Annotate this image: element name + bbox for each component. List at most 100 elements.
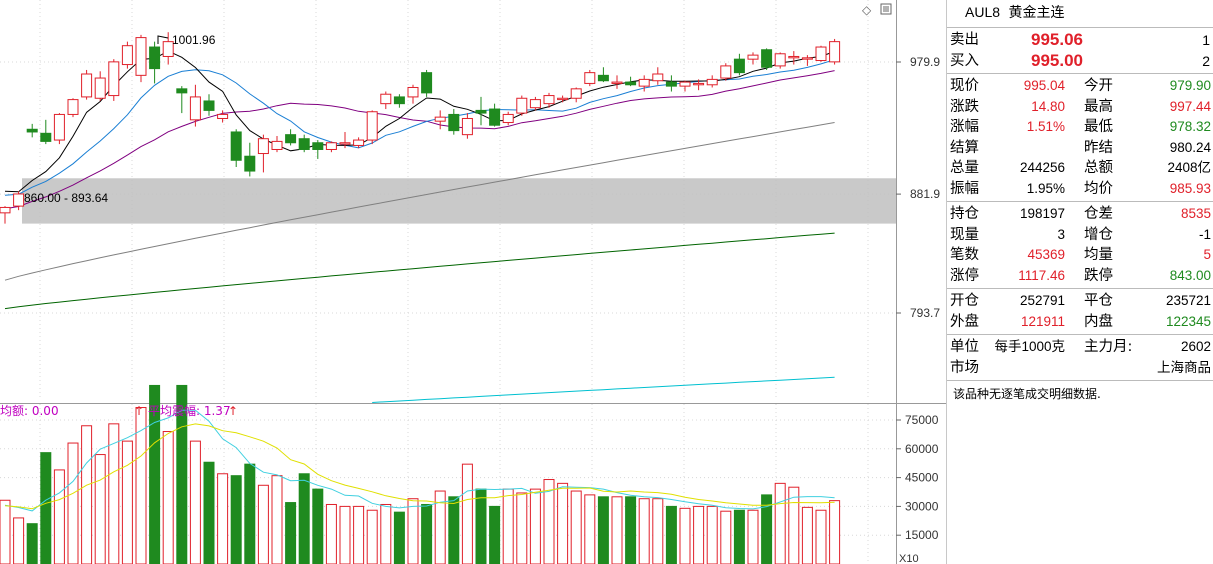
volume-bar[interactable]: [67, 442, 79, 564]
candle[interactable]: [584, 69, 596, 87]
candle[interactable]: [121, 41, 133, 69]
candle[interactable]: [693, 79, 705, 91]
volume-bar[interactable]: [217, 473, 229, 564]
candle[interactable]: [720, 63, 732, 81]
candle[interactable]: [393, 94, 405, 108]
volume-bar[interactable]: [720, 510, 732, 564]
candle[interactable]: [557, 95, 569, 103]
candle[interactable]: [679, 80, 691, 92]
candle[interactable]: [94, 71, 106, 101]
volume-bar[interactable]: [706, 505, 718, 564]
volume-bar[interactable]: [774, 482, 786, 564]
candle[interactable]: [366, 110, 378, 145]
ask-row[interactable]: 卖出 995.06 1: [947, 30, 1213, 51]
volume-bar[interactable]: [393, 511, 405, 564]
volume-bar[interactable]: [0, 499, 11, 564]
volume-bar[interactable]: [747, 509, 759, 564]
candle[interactable]: [176, 86, 188, 114]
candle[interactable]: [81, 69, 93, 100]
candle[interactable]: [747, 52, 759, 65]
volume-bar[interactable]: [257, 484, 269, 564]
candle[interactable]: [40, 119, 52, 145]
volume-bar[interactable]: [801, 506, 813, 564]
candle[interactable]: [434, 110, 446, 130]
candle[interactable]: [0, 206, 11, 224]
candle[interactable]: [774, 52, 786, 69]
options-icon[interactable]: [880, 3, 892, 15]
candle[interactable]: [815, 45, 827, 62]
volume-bar[interactable]: [597, 496, 609, 564]
candle[interactable]: [448, 109, 460, 135]
volume-bar[interactable]: [244, 463, 256, 564]
candle[interactable]: [189, 84, 201, 127]
volume-bar[interactable]: [570, 490, 582, 564]
volume-bar[interactable]: [652, 498, 664, 564]
candle[interactable]: [108, 59, 120, 101]
candle[interactable]: [611, 75, 623, 89]
candle[interactable]: [135, 34, 147, 83]
volume-bar[interactable]: [108, 423, 120, 564]
bid-row[interactable]: 买入 995.00 2: [947, 51, 1213, 72]
candle[interactable]: [625, 76, 637, 87]
volume-bar[interactable]: [94, 454, 106, 564]
volume-bar[interactable]: [121, 440, 133, 564]
volume-bar[interactable]: [584, 494, 596, 564]
volume-bar[interactable]: [461, 463, 473, 564]
candle[interactable]: [203, 94, 215, 116]
volume-bar[interactable]: [149, 384, 161, 564]
volume-bar[interactable]: [298, 473, 310, 564]
volume-bar[interactable]: [611, 496, 623, 564]
kline-chart[interactable]: 979.9 881.9 793.7 75000 60000 45000 30000 15000…: [0, 0, 946, 564]
candle[interactable]: [271, 136, 283, 153]
volume-bar[interactable]: [829, 500, 841, 564]
candle[interactable]: [475, 96, 487, 126]
candle[interactable]: [665, 75, 677, 92]
candle[interactable]: [638, 75, 650, 92]
candle[interactable]: [380, 91, 392, 110]
candle[interactable]: [597, 67, 609, 83]
candle[interactable]: [421, 69, 433, 97]
diamond-icon[interactable]: ◇: [862, 3, 872, 17]
volume-bar[interactable]: [421, 503, 433, 564]
candle[interactable]: [801, 55, 813, 66]
volume-bar[interactable]: [448, 496, 460, 564]
candle[interactable]: [761, 48, 773, 70]
volume-bar[interactable]: [516, 492, 528, 564]
candle[interactable]: [353, 137, 365, 149]
candle[interactable]: [13, 191, 25, 211]
volume-bar[interactable]: [285, 502, 297, 564]
candle[interactable]: [829, 38, 841, 65]
volume-bar[interactable]: [325, 503, 337, 564]
candle[interactable]: [706, 75, 718, 88]
candle[interactable]: [543, 92, 555, 108]
candle[interactable]: [26, 123, 38, 138]
volume-bar[interactable]: [475, 488, 487, 564]
candle[interactable]: [149, 41, 161, 84]
candle[interactable]: [407, 84, 419, 104]
volume-bar[interactable]: [13, 517, 25, 564]
volume-bar[interactable]: [693, 505, 705, 564]
volume-bar[interactable]: [366, 509, 378, 564]
volume-bar[interactable]: [162, 431, 174, 564]
volume-bar[interactable]: [638, 498, 650, 564]
volume-bar[interactable]: [271, 475, 283, 564]
volume-bars[interactable]: [0, 384, 841, 564]
volume-bar[interactable]: [230, 475, 242, 564]
candle[interactable]: [325, 141, 337, 153]
candle[interactable]: [502, 111, 514, 126]
candle[interactable]: [298, 134, 310, 153]
volume-bar[interactable]: [733, 509, 745, 564]
volume-bar[interactable]: [53, 469, 65, 564]
volume-bar[interactable]: [81, 425, 93, 564]
volume-bar[interactable]: [40, 452, 52, 564]
candle[interactable]: [312, 140, 324, 159]
volume-bar[interactable]: [407, 498, 419, 564]
candle[interactable]: [516, 95, 528, 116]
candle[interactable]: [285, 129, 297, 146]
candle[interactable]: [230, 129, 242, 168]
candle[interactable]: [652, 67, 664, 85]
candle[interactable]: [489, 103, 501, 127]
candle[interactable]: [529, 96, 541, 111]
volume-bar[interactable]: [815, 509, 827, 564]
volume-bar[interactable]: [176, 384, 188, 564]
